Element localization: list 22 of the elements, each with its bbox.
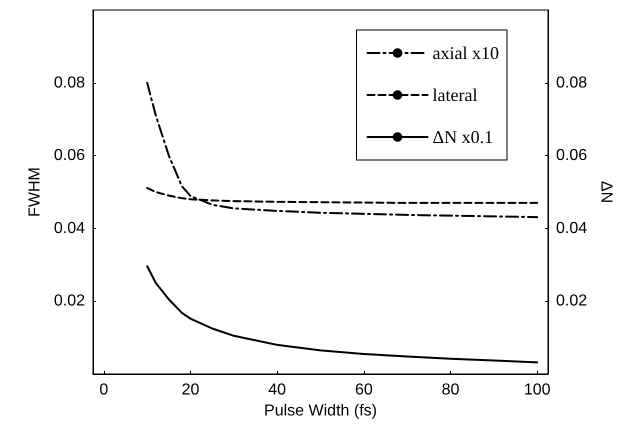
y2-tick-label: 0.08 bbox=[556, 74, 588, 92]
legend-label: axial x10 bbox=[432, 43, 500, 63]
legend-label: ΔN x0.1 bbox=[432, 127, 494, 147]
x-tick-label: 20 bbox=[182, 382, 200, 398]
y2-tick-label: 0.02 bbox=[556, 292, 588, 310]
y-tick-label: 0.06 bbox=[54, 147, 86, 164]
x-tick-label: 40 bbox=[268, 382, 286, 398]
x-tick-label: 100 bbox=[524, 382, 551, 398]
y-tick-label: 0.04 bbox=[54, 220, 86, 237]
x-axis-title: Pulse Width (fs) bbox=[264, 402, 377, 420]
y2-tick-label: 0.06 bbox=[556, 147, 588, 164]
y-tick-label: 0.08 bbox=[54, 74, 86, 92]
x-tick-label: 0 bbox=[99, 382, 108, 398]
y-tick-label: 0.02 bbox=[54, 292, 86, 310]
y-axis-title: FWHM bbox=[26, 167, 44, 217]
line-series bbox=[146, 265, 538, 364]
x-tick-label: 80 bbox=[442, 382, 460, 398]
y2-axis-title: ΔN bbox=[598, 180, 615, 204]
y2-tick-label: 0.04 bbox=[556, 220, 588, 237]
legend-label: lateral bbox=[432, 85, 478, 105]
line-series bbox=[146, 82, 538, 218]
x-tick-label: 60 bbox=[354, 382, 373, 398]
